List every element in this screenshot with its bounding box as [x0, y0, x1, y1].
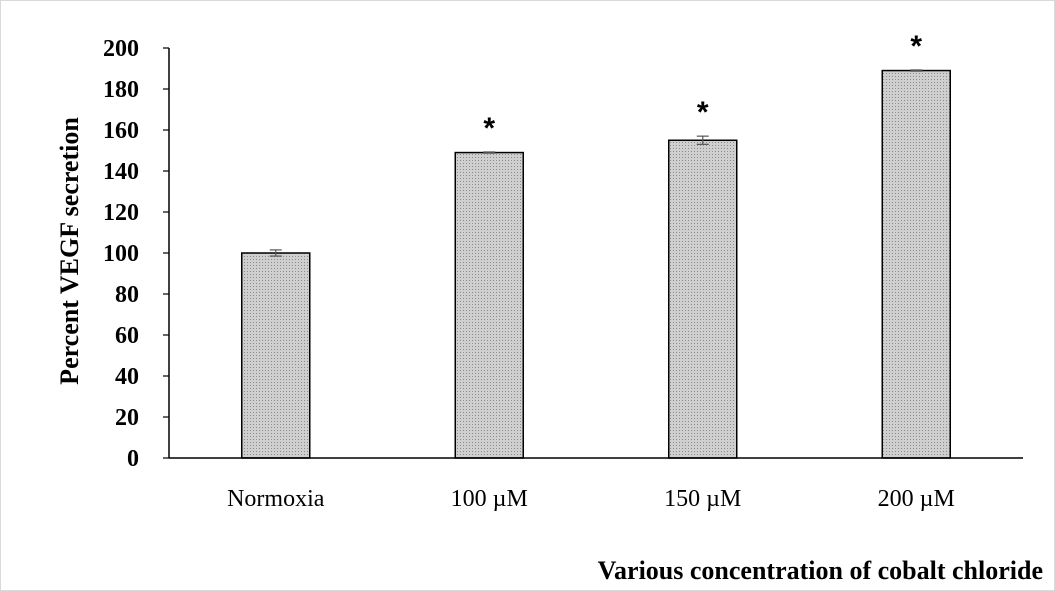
- x-category-label: 100 µM: [451, 486, 528, 512]
- y-tick-label: 140: [103, 159, 139, 185]
- y-axis-title: Percent VEGF secretion: [55, 117, 84, 385]
- bar: [454, 151, 524, 459]
- y-axis-ticks: 0 20 40 60 80 100 120 140 160 180 200: [103, 36, 169, 472]
- y-tick-label: 40: [115, 364, 139, 390]
- y-tick-label: 0: [127, 446, 139, 472]
- x-category-label: 200 µM: [878, 486, 955, 512]
- bar: [241, 252, 311, 459]
- x-axis-title: Various concentration of cobalt chloride: [598, 556, 1043, 585]
- bar: [881, 69, 951, 459]
- y-tick-label: 20: [115, 405, 139, 431]
- significance-asterisk: *: [697, 96, 709, 129]
- bars: [241, 69, 951, 459]
- y-tick-label: 200: [103, 36, 139, 62]
- y-tick-label: 120: [103, 200, 139, 226]
- bar: [668, 139, 738, 459]
- significance-asterisk: *: [483, 112, 495, 145]
- x-category-label: 150 µM: [664, 486, 741, 512]
- significance-asterisk: *: [910, 30, 922, 63]
- y-tick-label: 100: [103, 241, 139, 267]
- y-tick-label: 180: [103, 77, 139, 103]
- x-axis-categories: Normoxia 100 µM 150 µM 200 µM: [227, 486, 955, 512]
- error-bars: [269, 69, 923, 257]
- y-tick-label: 60: [115, 323, 139, 349]
- x-category-label: Normoxia: [227, 486, 325, 512]
- y-tick-label: 160: [103, 118, 139, 144]
- significance-marks: * * *: [483, 30, 922, 145]
- y-tick-label: 80: [115, 282, 139, 308]
